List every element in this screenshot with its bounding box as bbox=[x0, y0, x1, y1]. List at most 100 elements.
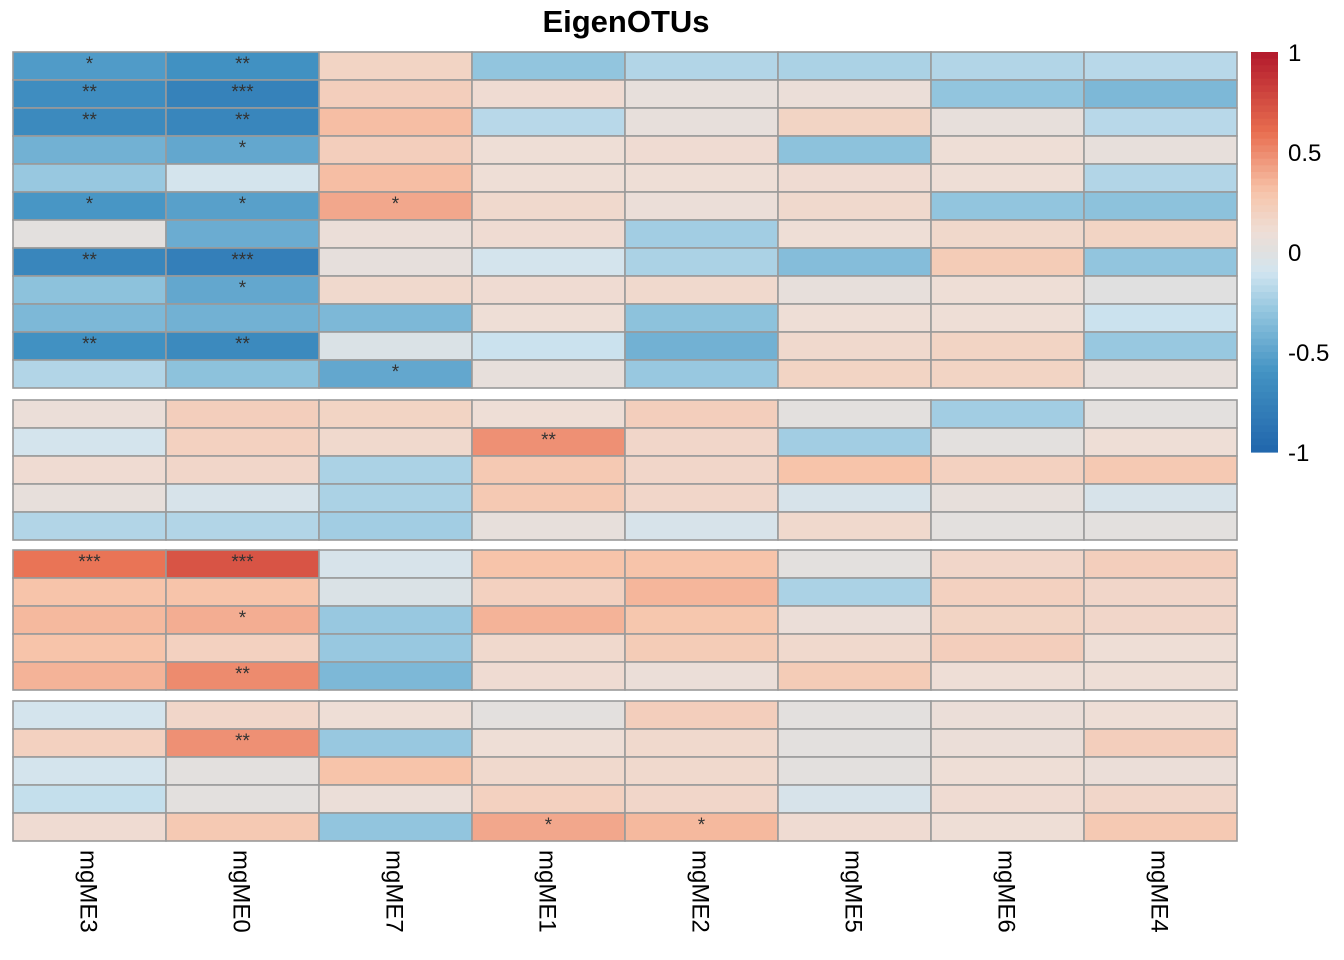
heatmap-cell bbox=[777, 331, 932, 361]
heatmap-cell bbox=[318, 359, 473, 389]
heatmap-cell bbox=[165, 511, 320, 541]
heatmap-cell bbox=[930, 331, 1085, 361]
heatmap-cell bbox=[930, 633, 1085, 663]
column-label: mgME4 bbox=[1146, 850, 1173, 933]
heatmap-cell bbox=[471, 549, 626, 579]
heatmap-cells bbox=[12, 51, 1238, 842]
heatmap-cell bbox=[930, 728, 1085, 758]
legend-color-step bbox=[1251, 212, 1278, 220]
legend-tick-label: 0.5 bbox=[1288, 140, 1321, 167]
heatmap-cell bbox=[318, 79, 473, 109]
heatmap-cell bbox=[318, 483, 473, 513]
legend-color-step bbox=[1251, 145, 1278, 153]
legend-color-step bbox=[1251, 138, 1278, 146]
heatmap-cell bbox=[165, 219, 320, 249]
legend-color-step bbox=[1251, 345, 1278, 353]
legend-color-step bbox=[1251, 252, 1278, 260]
heatmap-cell bbox=[471, 784, 626, 814]
heatmap-cell bbox=[318, 756, 473, 786]
heatmap-cell bbox=[624, 135, 779, 165]
heatmap-cell bbox=[165, 728, 320, 758]
heatmap-cell bbox=[1083, 303, 1238, 333]
heatmap-cell bbox=[12, 331, 167, 361]
column-label: mgME2 bbox=[687, 850, 714, 933]
heatmap-cell bbox=[1083, 331, 1238, 361]
legend-color-step bbox=[1251, 158, 1278, 166]
legend-color-step bbox=[1251, 298, 1278, 306]
heatmap-cell bbox=[930, 51, 1085, 81]
heatmap-cell bbox=[624, 191, 779, 221]
heatmap-cell bbox=[930, 359, 1085, 389]
legend-color-step bbox=[1251, 332, 1278, 340]
heatmap-cell bbox=[624, 700, 779, 730]
heatmap-cell bbox=[624, 247, 779, 277]
legend-color-step bbox=[1251, 358, 1278, 366]
legend-color-step bbox=[1251, 385, 1278, 393]
significance-star: ** bbox=[541, 430, 556, 451]
heatmap-cell bbox=[12, 728, 167, 758]
heatmap-cell bbox=[1083, 605, 1238, 635]
column-label: mgME1 bbox=[534, 850, 561, 933]
heatmap-cell bbox=[318, 51, 473, 81]
heatmap-cell bbox=[12, 427, 167, 457]
legend-tick-label: 1 bbox=[1288, 40, 1301, 67]
significance-star: * bbox=[392, 194, 400, 215]
significance-star: * bbox=[239, 194, 247, 215]
heatmap-cell bbox=[165, 455, 320, 485]
heatmap-cell bbox=[165, 605, 320, 635]
heatmap-cell bbox=[318, 303, 473, 333]
heatmap-cell bbox=[165, 163, 320, 193]
heatmap-cell bbox=[777, 633, 932, 663]
heatmap-cell bbox=[930, 163, 1085, 193]
heatmap-cell bbox=[1083, 728, 1238, 758]
heatmap-cell bbox=[165, 427, 320, 457]
heatmap-cell bbox=[471, 455, 626, 485]
column-label: mgME6 bbox=[993, 850, 1020, 933]
legend-color-step bbox=[1251, 178, 1278, 186]
heatmap-cell bbox=[624, 511, 779, 541]
heatmap-cell bbox=[471, 79, 626, 109]
significance-star: ** bbox=[235, 664, 250, 685]
heatmap-cell bbox=[777, 79, 932, 109]
heatmap-cell bbox=[1083, 483, 1238, 513]
heatmap-cell bbox=[165, 756, 320, 786]
heatmap-cell bbox=[471, 303, 626, 333]
legend-tick-label: -0.5 bbox=[1288, 340, 1329, 367]
legend-color-step bbox=[1251, 165, 1278, 173]
legend-color-step bbox=[1251, 365, 1278, 373]
heatmap-cell bbox=[777, 661, 932, 691]
heatmap-cell bbox=[1083, 247, 1238, 277]
legend-color-step bbox=[1251, 338, 1278, 346]
heatmap-cell bbox=[624, 163, 779, 193]
legend-color-step bbox=[1251, 305, 1278, 313]
significance-star: ** bbox=[82, 250, 97, 271]
heatmap-cell bbox=[624, 51, 779, 81]
heatmap-cell bbox=[1083, 633, 1238, 663]
legend-color-step bbox=[1251, 105, 1278, 113]
heatmap-cell bbox=[318, 163, 473, 193]
heatmap-cell bbox=[318, 549, 473, 579]
heatmap-cell bbox=[318, 247, 473, 277]
legend-color-step bbox=[1251, 445, 1278, 453]
heatmap-cell bbox=[624, 605, 779, 635]
heatmap-cell bbox=[12, 483, 167, 513]
heatmap-cell bbox=[624, 549, 779, 579]
heatmap-cell bbox=[318, 577, 473, 607]
significance-star: ** bbox=[82, 334, 97, 355]
legend-color-step bbox=[1251, 265, 1278, 273]
heatmap-cell bbox=[930, 756, 1085, 786]
heatmap-cell bbox=[165, 107, 320, 137]
heatmap-cell bbox=[1083, 51, 1238, 81]
heatmap-cell bbox=[624, 303, 779, 333]
heatmap-cell bbox=[12, 633, 167, 663]
legend-color-step bbox=[1251, 58, 1278, 66]
significance-star: * bbox=[239, 608, 247, 629]
heatmap-cell bbox=[930, 107, 1085, 137]
heatmap-cell bbox=[1083, 135, 1238, 165]
heatmap-cell bbox=[471, 135, 626, 165]
heatmap-cell bbox=[930, 483, 1085, 513]
heatmap-cell bbox=[624, 455, 779, 485]
heatmap-cell bbox=[1083, 399, 1238, 429]
heatmap-cell bbox=[624, 784, 779, 814]
